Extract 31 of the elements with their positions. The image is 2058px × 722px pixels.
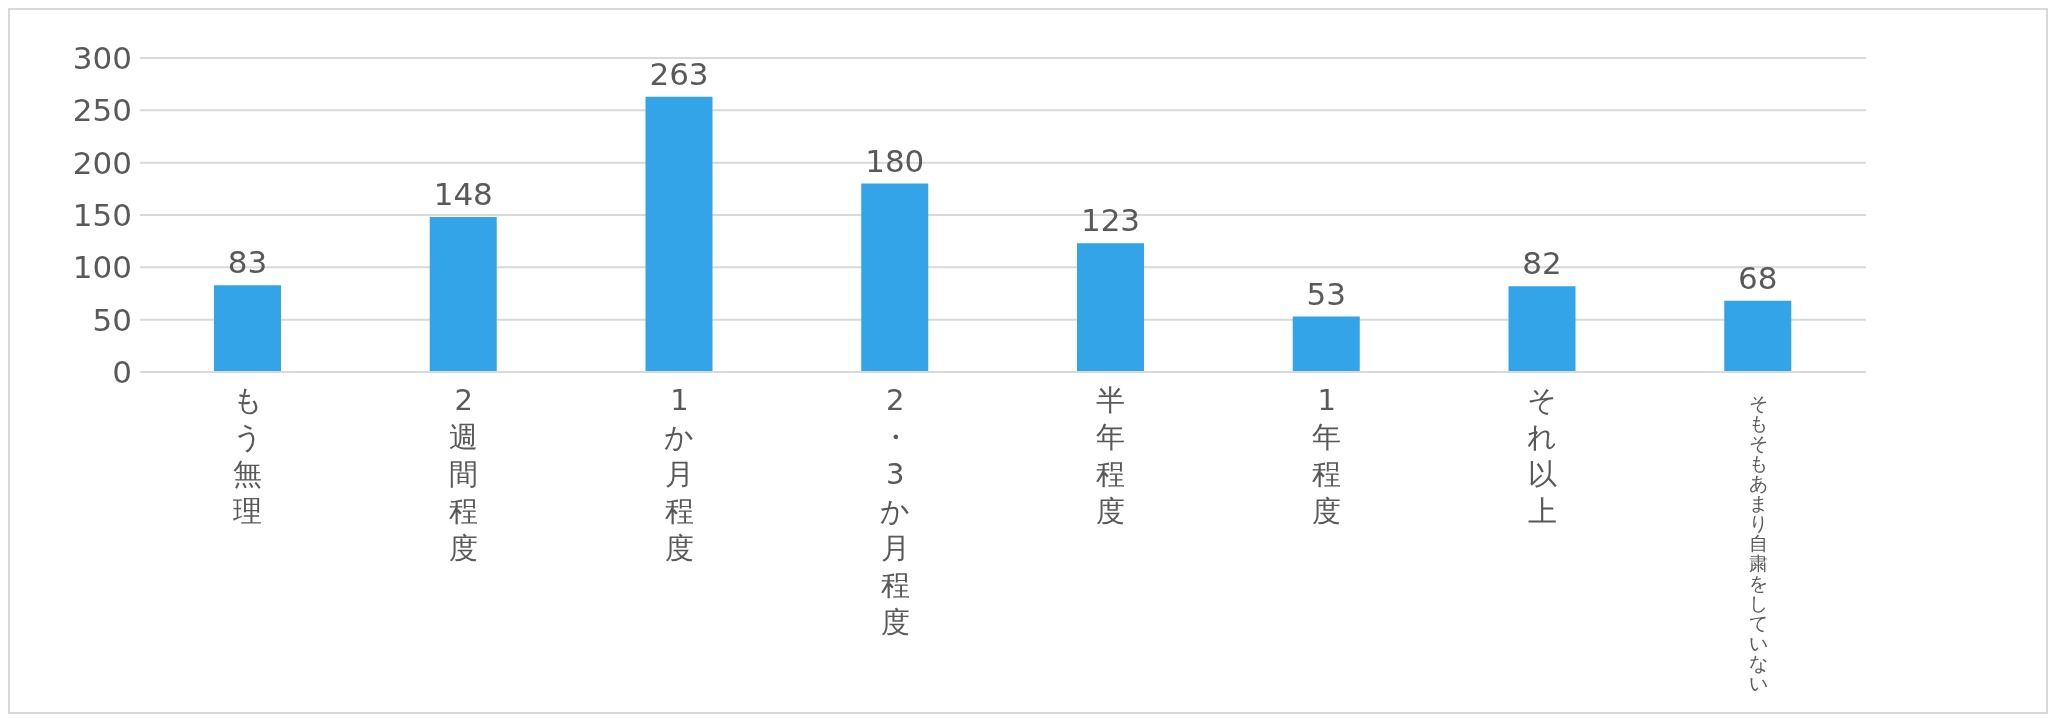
bar [429, 217, 497, 372]
x-tick-label: 1か月程度 [664, 383, 695, 565]
data-label: 83 [227, 244, 268, 281]
data-label: 148 [433, 176, 493, 213]
y-tick-label: 0 [112, 354, 132, 391]
y-tick-label: 300 [72, 40, 132, 77]
y-tick-label: 100 [72, 249, 132, 286]
y-tick-label: 250 [72, 92, 132, 129]
data-label: 68 [1738, 259, 1778, 296]
x-tick-label: それ以上 [1527, 383, 1558, 528]
bar [861, 183, 929, 372]
x-tick-label: もう無理 [232, 383, 263, 528]
x-tick-label: 1年程度 [1312, 383, 1342, 528]
y-tick-label: 50 [92, 301, 132, 338]
data-label: 53 [1306, 275, 1346, 312]
y-tick-label: 150 [72, 197, 132, 234]
bar [214, 285, 281, 372]
category-label: そもそもあまり自粛をしていない [1748, 392, 1768, 694]
y-tick-label: 200 [72, 144, 132, 181]
x-tick-label: 2週間程度 [449, 383, 479, 565]
data-label: 263 [649, 55, 709, 92]
bar [1077, 243, 1144, 372]
data-label: 82 [1522, 245, 1562, 282]
bar [645, 96, 713, 372]
bar [1508, 286, 1576, 372]
data-label: 123 [1080, 202, 1141, 239]
x-tick-label: 半年程度 [1096, 383, 1126, 528]
data-label: 180 [865, 142, 925, 179]
bar [1724, 300, 1792, 372]
x-tick-label: 2・3か月程度 [880, 383, 911, 639]
bar [1292, 316, 1360, 372]
